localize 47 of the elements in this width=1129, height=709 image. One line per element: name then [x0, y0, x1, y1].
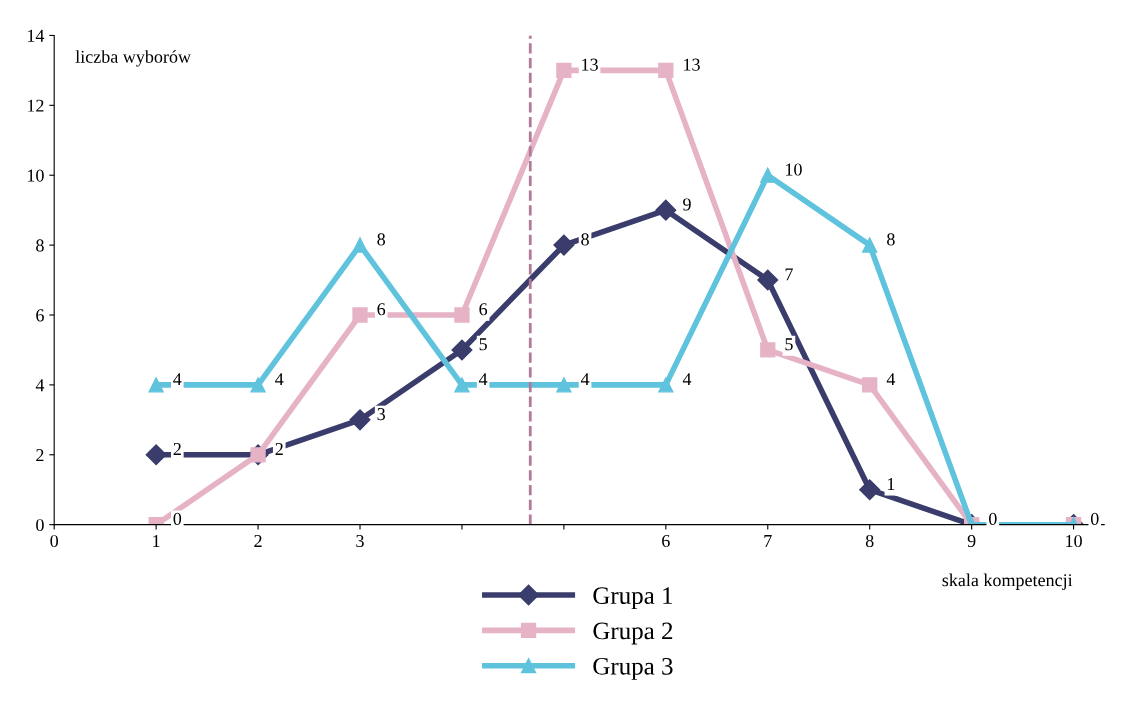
y-tick-label: 14	[28, 29, 45, 42]
data-label: 4	[580, 373, 590, 386]
data-label: 4	[886, 373, 896, 386]
x-tick-label: 0	[50, 534, 59, 548]
data-label: 5	[479, 338, 487, 351]
x-tick-label: 7	[764, 535, 772, 547]
data-label: 4	[478, 373, 488, 386]
data-label: 8	[581, 233, 589, 246]
x-tick-label: 2	[254, 534, 262, 547]
legend-label: Grupa 1	[593, 587, 673, 610]
x-tick-label: 3	[356, 534, 364, 548]
data-label: 4	[682, 373, 692, 386]
data-label: 4	[173, 373, 182, 386]
y-tick-label: 0	[36, 518, 44, 532]
data-label: 5	[785, 338, 793, 351]
y-tick-label: 6	[36, 309, 44, 322]
data-label: 0	[1090, 512, 1099, 526]
y-tick-label: 12	[28, 99, 44, 112]
legend-label: Grupa 2	[593, 622, 673, 645]
x-tick-label: 1	[153, 534, 160, 547]
x-tick-label: 9	[967, 534, 976, 548]
data-label: 6	[479, 303, 488, 316]
y-tick-label: 8	[36, 239, 44, 252]
data-label: 13	[684, 58, 700, 71]
x-tick-label: 6	[662, 534, 670, 548]
y-tick-label: 2	[36, 449, 44, 462]
data-label: 2	[173, 442, 181, 455]
data-label: 8	[377, 233, 386, 246]
x-axis-title: skala kompetencji	[942, 573, 1073, 590]
data-label: 6	[377, 303, 386, 316]
y-tick-label: 10	[28, 169, 44, 182]
data-label: 10	[786, 163, 802, 176]
x-tick-label: 8	[865, 534, 874, 548]
data-label: 2	[275, 442, 283, 455]
data-label: 8	[887, 233, 895, 246]
x-tick-label: 10	[1066, 534, 1082, 548]
y-axis-title: liczba wyborów	[75, 50, 191, 67]
data-label: 1	[887, 477, 895, 490]
data-label: 7	[785, 268, 793, 281]
data-label: 13	[582, 58, 598, 71]
y-tick-label: 4	[35, 379, 45, 392]
data-label: 0	[989, 512, 997, 526]
data-label: 0	[173, 512, 182, 526]
data-label: 4	[275, 373, 284, 386]
data-label: 9	[683, 198, 691, 211]
legend-label: Grupa 3	[593, 657, 673, 680]
data-label: 3	[377, 408, 385, 421]
